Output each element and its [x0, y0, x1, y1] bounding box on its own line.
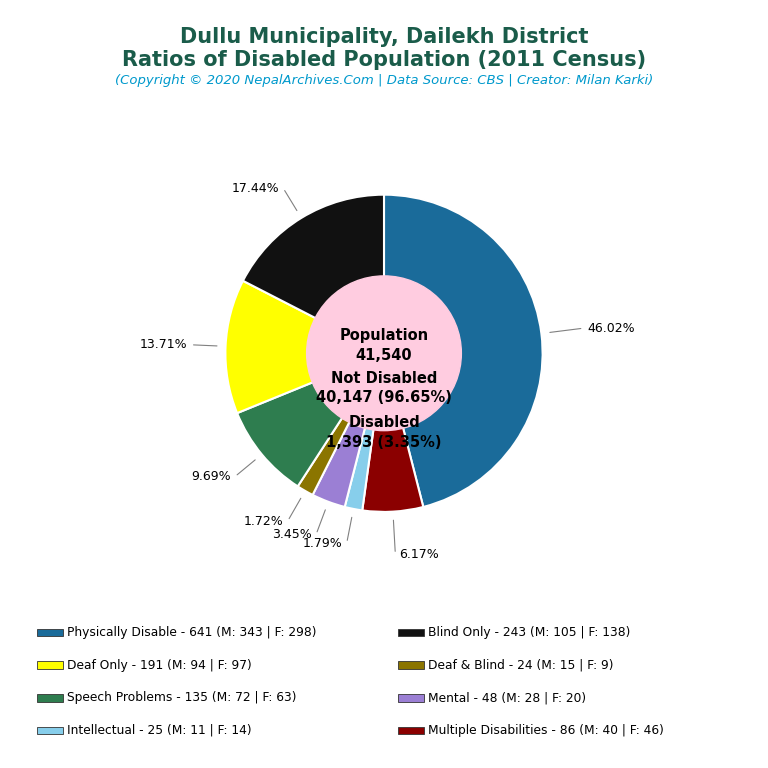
- Text: 1.72%: 1.72%: [244, 515, 284, 528]
- Wedge shape: [384, 194, 543, 507]
- Bar: [399, 694, 424, 702]
- Bar: [38, 727, 63, 734]
- Bar: [399, 661, 424, 669]
- Circle shape: [306, 276, 462, 431]
- Text: Disabled: Disabled: [348, 415, 420, 430]
- Wedge shape: [345, 353, 384, 511]
- Wedge shape: [243, 194, 384, 353]
- Wedge shape: [313, 353, 384, 507]
- Text: Deaf & Blind - 24 (M: 15 | F: 9): Deaf & Blind - 24 (M: 15 | F: 9): [429, 659, 614, 672]
- Text: Population: Population: [339, 329, 429, 343]
- Bar: [38, 661, 63, 669]
- Bar: [38, 628, 63, 637]
- Text: (Copyright © 2020 NepalArchives.Com | Data Source: CBS | Creator: Milan Karki): (Copyright © 2020 NepalArchives.Com | Da…: [115, 74, 653, 87]
- Text: 13.71%: 13.71%: [139, 338, 187, 351]
- Text: 9.69%: 9.69%: [191, 470, 231, 483]
- Text: 17.44%: 17.44%: [232, 182, 280, 194]
- Text: Dullu Municipality, Dailekh District: Dullu Municipality, Dailekh District: [180, 27, 588, 47]
- Text: Deaf Only - 191 (M: 94 | F: 97): Deaf Only - 191 (M: 94 | F: 97): [68, 659, 252, 672]
- Text: Multiple Disabilities - 86 (M: 40 | F: 46): Multiple Disabilities - 86 (M: 40 | F: 4…: [429, 724, 664, 737]
- Bar: [399, 628, 424, 637]
- Text: Physically Disable - 641 (M: 343 | F: 298): Physically Disable - 641 (M: 343 | F: 29…: [68, 626, 316, 639]
- Wedge shape: [362, 353, 423, 512]
- Text: Ratios of Disabled Population (2011 Census): Ratios of Disabled Population (2011 Cens…: [122, 50, 646, 70]
- Bar: [38, 694, 63, 702]
- Text: 6.17%: 6.17%: [399, 548, 439, 561]
- Bar: [399, 727, 424, 734]
- Text: Mental - 48 (M: 28 | F: 20): Mental - 48 (M: 28 | F: 20): [429, 691, 586, 704]
- Wedge shape: [298, 353, 384, 495]
- Wedge shape: [225, 281, 384, 413]
- Text: 46.02%: 46.02%: [588, 322, 635, 335]
- Text: Blind Only - 243 (M: 105 | F: 138): Blind Only - 243 (M: 105 | F: 138): [429, 626, 631, 639]
- Text: 3.45%: 3.45%: [273, 528, 313, 541]
- Text: 40,147 (96.65%): 40,147 (96.65%): [316, 390, 452, 406]
- Text: Intellectual - 25 (M: 11 | F: 14): Intellectual - 25 (M: 11 | F: 14): [68, 724, 252, 737]
- Text: Not Disabled: Not Disabled: [331, 371, 437, 386]
- Text: Speech Problems - 135 (M: 72 | F: 63): Speech Problems - 135 (M: 72 | F: 63): [68, 691, 296, 704]
- Wedge shape: [237, 353, 384, 486]
- Text: 41,540: 41,540: [356, 348, 412, 362]
- Text: 1.79%: 1.79%: [303, 537, 343, 550]
- Text: 1,393 (3.35%): 1,393 (3.35%): [326, 435, 442, 450]
